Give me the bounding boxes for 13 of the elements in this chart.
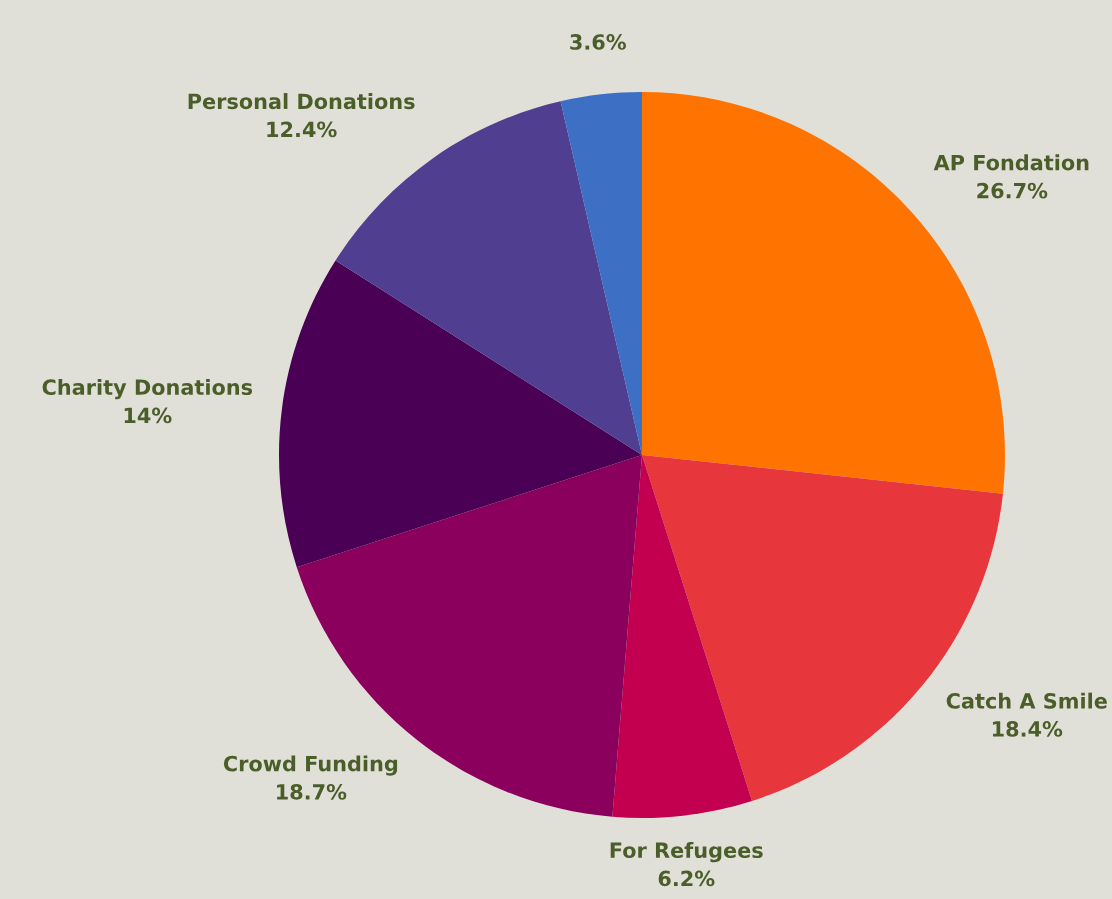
data-label: 14% xyxy=(124,407,172,424)
slice-label: Crowd Funding xyxy=(223,755,398,776)
slice-label: For Refugees xyxy=(610,841,763,863)
data-label: 12.4% xyxy=(267,121,337,138)
data-label: 26.7% xyxy=(977,182,1048,199)
data-label: 6.2% xyxy=(658,870,715,887)
slice-label: Personal Donations xyxy=(188,93,415,110)
data-label: 18.7% xyxy=(277,783,347,800)
slice-label: Charity Donations xyxy=(42,378,253,400)
slice-label: AP Fondation xyxy=(933,154,1089,171)
slice-label: Catch A Smile xyxy=(946,692,1107,709)
data-label: 18.4% xyxy=(992,721,1063,737)
data-label: 3.6% xyxy=(570,34,626,50)
